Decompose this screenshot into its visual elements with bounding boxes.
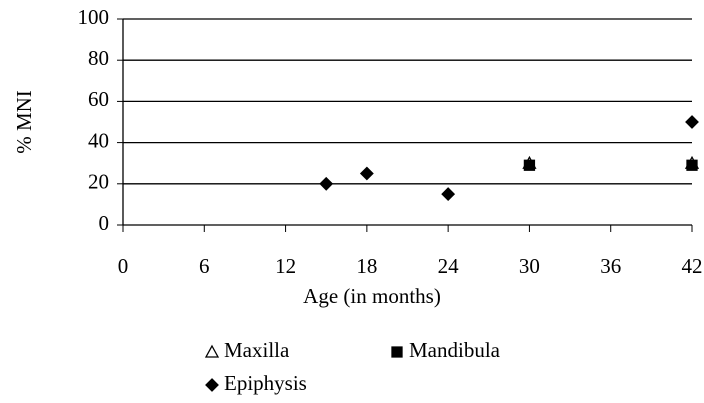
legend-label: Maxilla bbox=[224, 338, 290, 362]
x-tick-label: 6 bbox=[199, 254, 210, 278]
x-tick-label: 36 bbox=[600, 254, 621, 278]
y-tick-label: 80 bbox=[88, 46, 109, 70]
y-tick-label: 0 bbox=[99, 211, 110, 235]
point bbox=[685, 115, 699, 129]
y-axis-label: % MNI bbox=[12, 90, 36, 154]
y-tick-label: 100 bbox=[78, 5, 110, 29]
point bbox=[359, 166, 374, 181]
x-axis-label: Age (in months) bbox=[303, 284, 441, 308]
legend-marker bbox=[205, 378, 219, 392]
x-tick-label: 0 bbox=[118, 254, 129, 278]
y-tick-label: 60 bbox=[88, 87, 109, 111]
x-tick-label: 18 bbox=[356, 254, 377, 278]
legend-marker bbox=[391, 346, 403, 358]
x-tick-label: 42 bbox=[682, 254, 703, 278]
x-tick-label: 30 bbox=[519, 254, 540, 278]
point bbox=[523, 159, 536, 171]
legend-label: Mandibula bbox=[409, 338, 501, 362]
point bbox=[319, 176, 334, 191]
point bbox=[686, 159, 698, 171]
point bbox=[441, 187, 456, 202]
y-tick-label: 40 bbox=[88, 128, 109, 152]
legend-marker bbox=[204, 344, 220, 358]
legend-label: Epiphysis bbox=[224, 371, 307, 395]
x-tick-label: 24 bbox=[438, 254, 460, 278]
x-tick-label: 12 bbox=[275, 254, 296, 278]
y-tick-label: 20 bbox=[88, 170, 109, 194]
